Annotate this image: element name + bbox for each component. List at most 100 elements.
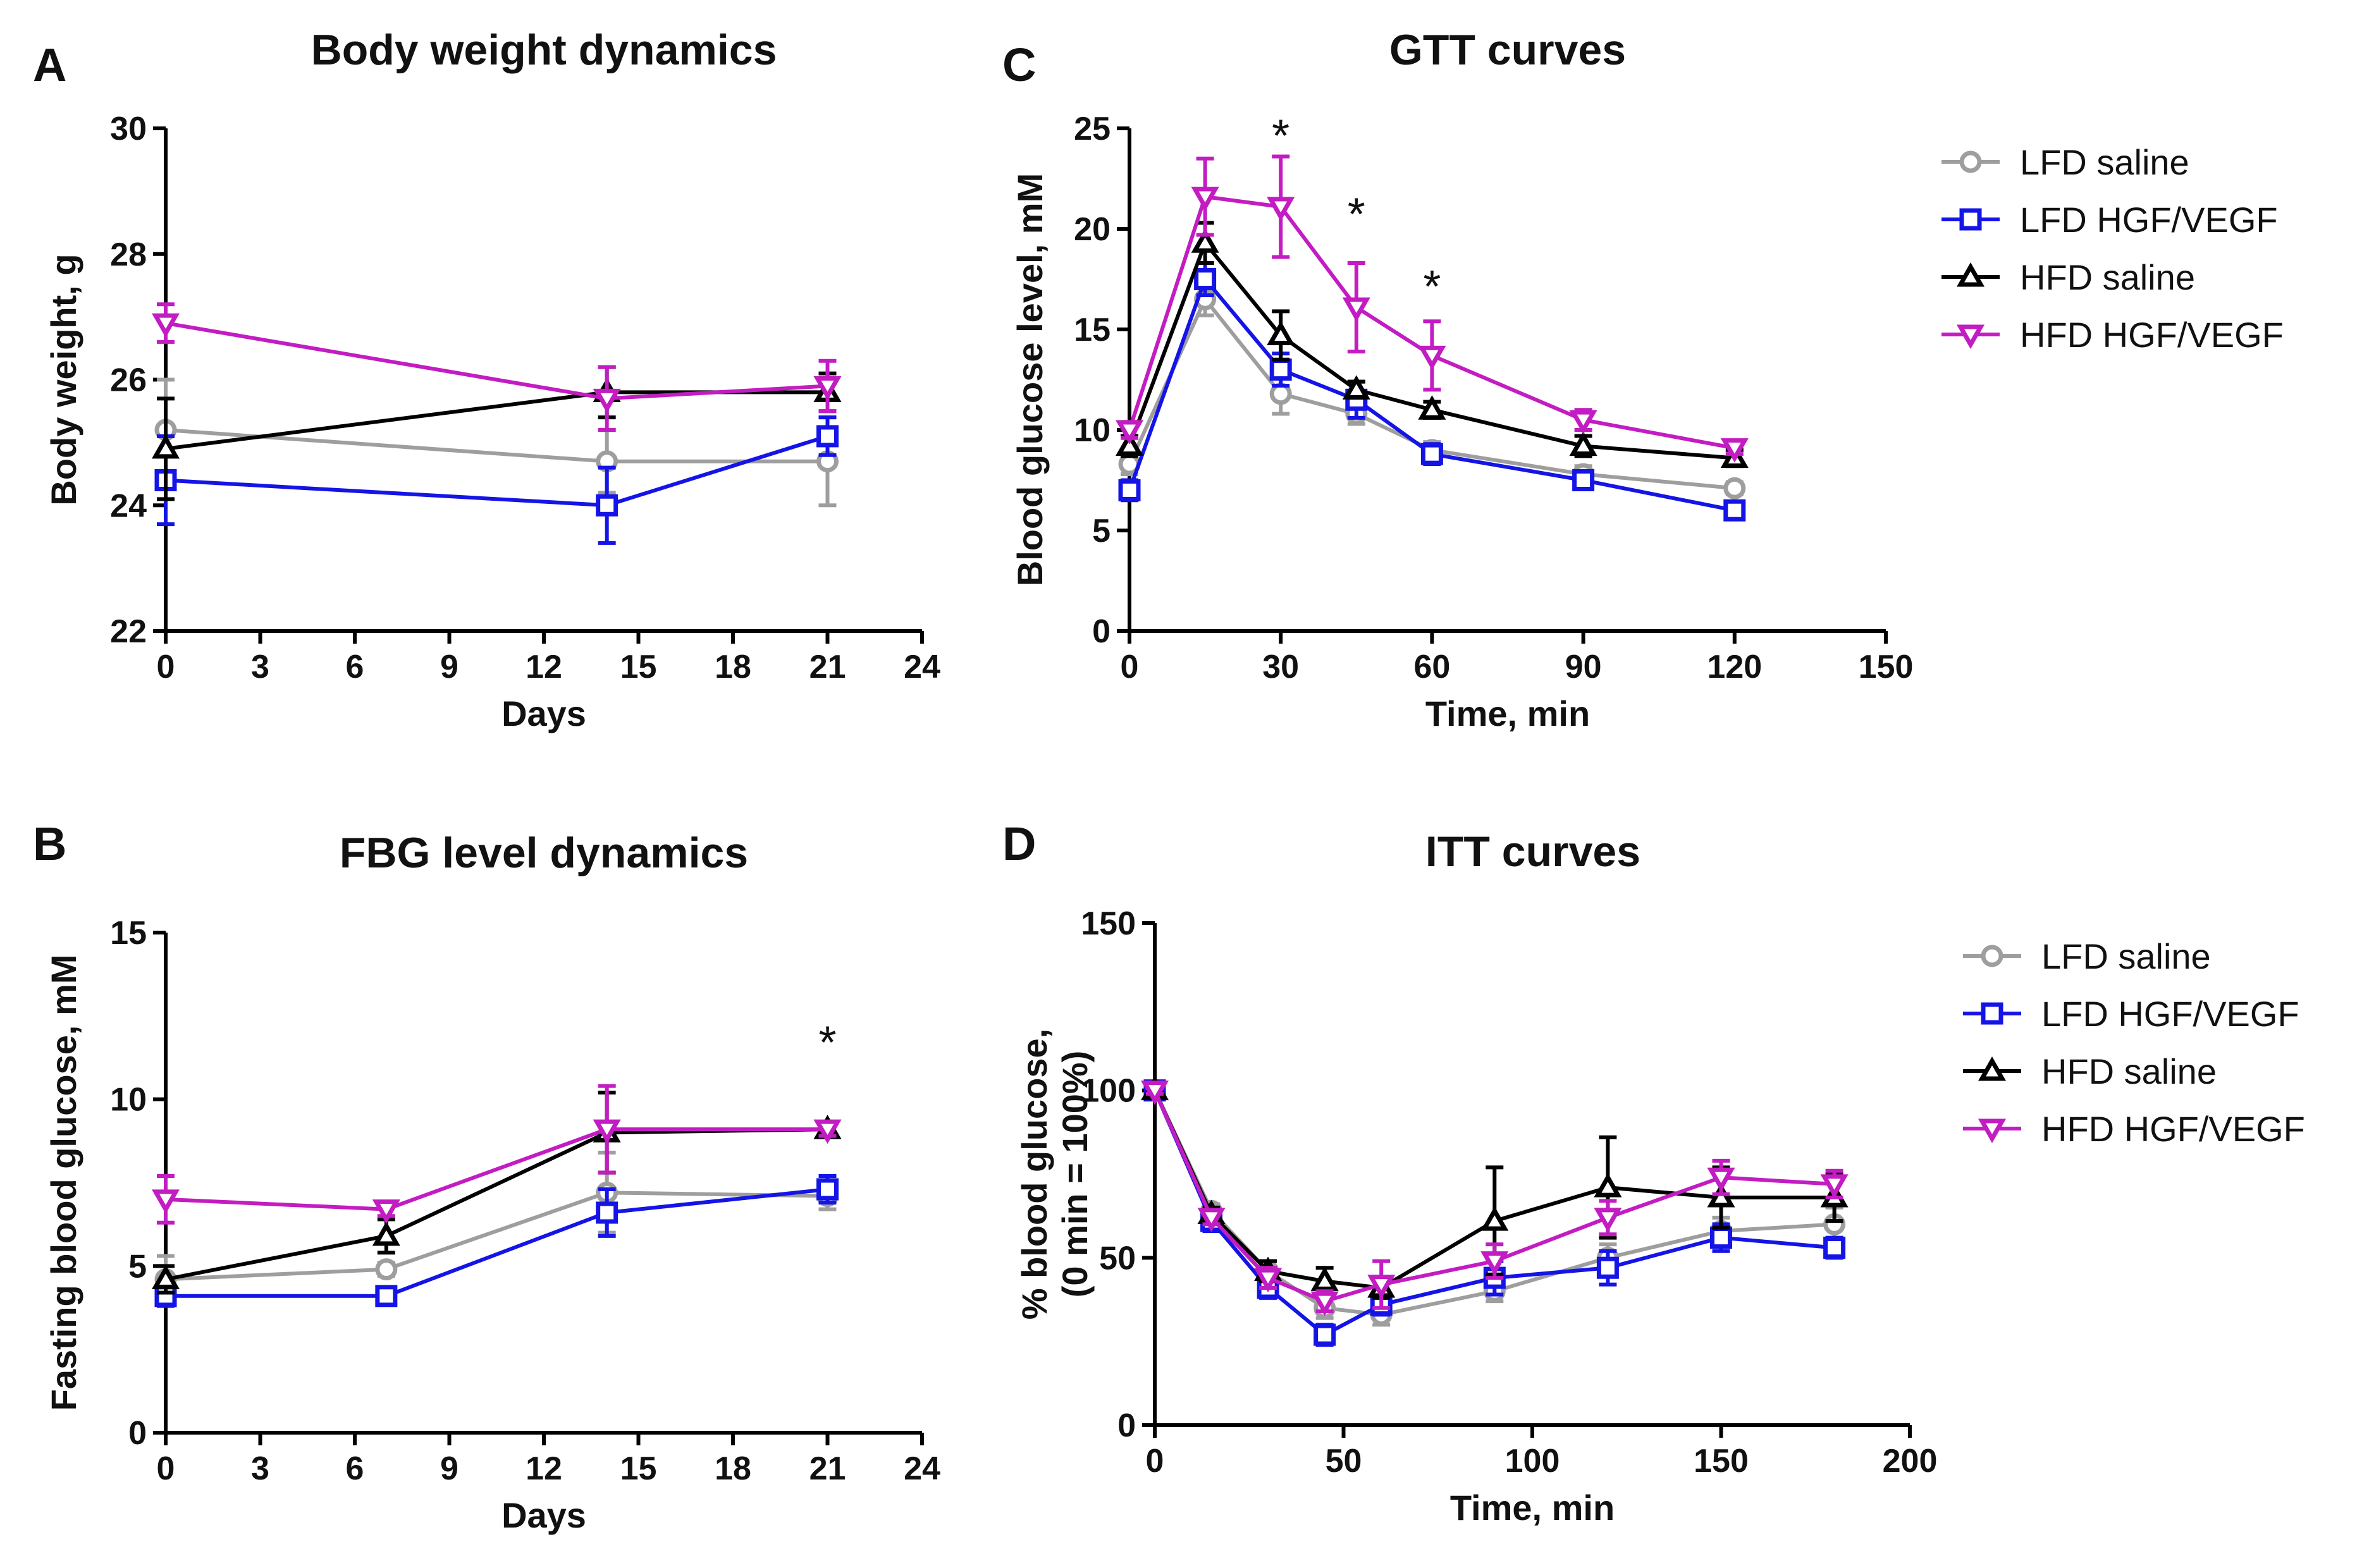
data-point <box>596 494 618 517</box>
axes: 0 3 6 9 12 15 18 21 24 0 5 10 15 Days Fasting blood gl… <box>44 915 940 1535</box>
series-lfd-hgf-vegf <box>1118 261 1746 522</box>
y-tick-label: 0 <box>1117 1407 1136 1444</box>
data-point <box>1723 499 1746 522</box>
data-point <box>1569 410 1597 435</box>
x-tick-label: 12 <box>526 649 562 685</box>
legend: LFD saline LFD HGF/VEGF HFD saline HFD HGF/… <box>1963 936 2305 1149</box>
data-point <box>1310 1266 1339 1291</box>
x-tick-label: 6 <box>346 1450 364 1487</box>
chart-title: ITT curves <box>1425 828 1640 876</box>
legend-label: HFD HGF/VEGF <box>2020 315 2284 355</box>
legend-label: HFD saline <box>2020 257 2195 297</box>
x-tick-label: 100 <box>1505 1443 1560 1479</box>
y-tick-label: 15 <box>110 915 147 952</box>
legend-item: LFD HGF/VEGF <box>1941 200 2278 240</box>
y-axis-label-line: % blood glucose, <box>1014 1029 1054 1320</box>
data-point <box>1367 1275 1396 1299</box>
data-point <box>1342 297 1370 322</box>
data-point <box>1191 187 1219 212</box>
data-point <box>1480 1206 1509 1231</box>
x-tick-label: 3 <box>251 649 269 685</box>
x-tick-label: 21 <box>809 649 846 685</box>
legend-item: LFD saline <box>1963 936 2211 976</box>
series-line <box>165 1127 828 1211</box>
legend-label: LFD HGF/VEGF <box>2020 200 2278 240</box>
panel-letter: D <box>1002 818 1036 870</box>
panel-letter: B <box>33 818 66 870</box>
legend-marker <box>1959 150 1982 173</box>
x-tick-label: 200 <box>1883 1443 1938 1479</box>
data-point <box>375 1258 398 1281</box>
x-tick-label: 0 <box>157 1450 175 1487</box>
legend-marker <box>1978 1056 2007 1081</box>
x-tick-label: 50 <box>1326 1443 1362 1479</box>
significance-marker: * <box>1348 189 1365 240</box>
x-axis-label: Days <box>501 1495 586 1535</box>
y-tick-label: 5 <box>1092 513 1111 549</box>
legend: LFD saline LFD HGF/VEGF HFD saline HFD HGF/… <box>1941 142 2284 355</box>
data-point <box>372 1199 400 1224</box>
data-point <box>1310 1291 1339 1316</box>
data-point <box>1267 197 1295 222</box>
x-tick-label: 12 <box>526 1450 562 1487</box>
x-tick-label: 24 <box>904 1450 940 1487</box>
legend-marker <box>1981 945 2003 967</box>
legend-label: HFD HGF/VEGF <box>2041 1109 2305 1149</box>
series-hfd-hgf-vegf <box>151 302 842 432</box>
legend-label: LFD HGF/VEGF <box>2041 994 2299 1034</box>
data-point <box>1140 1081 1169 1105</box>
x-tick-label: 3 <box>251 1450 269 1487</box>
data-point <box>1118 479 1141 501</box>
x-tick-label: 18 <box>715 649 751 685</box>
chart-title: Body weight dynamics <box>311 26 777 74</box>
legend-item: LFD saline <box>1941 142 2189 182</box>
series-hfd-hgf-vegf <box>1140 1081 1849 1316</box>
axes: 0 3 6 9 12 15 18 21 24 22 24 26 28 30 Days Body weight,… <box>44 111 940 733</box>
legend-label: LFD saline <box>2041 936 2211 976</box>
x-tick-label: 6 <box>346 649 364 685</box>
y-tick-label: 26 <box>110 362 147 399</box>
data-point <box>593 388 621 413</box>
significance-marker: * <box>1272 111 1289 161</box>
y-axis-label-line: (0 min = 100%) <box>1055 1051 1095 1298</box>
panel-a: A Body weight dynamics 0 3 6 9 12 15 18 21 24 22 24 2… <box>33 26 940 733</box>
data-point <box>1823 1236 1846 1259</box>
axes: 0 50 100 150 200 0 50 100 150 Time, min % blood gl… <box>1014 905 1937 1528</box>
axes: 0 30 60 90 120 150 0 5 10 15 20 25 Time, min Blood gl… <box>1010 111 1913 733</box>
x-tick-label: 0 <box>157 649 175 685</box>
data-point <box>1418 345 1446 371</box>
data-point <box>596 1201 618 1224</box>
chart-title: GTT curves <box>1389 26 1626 74</box>
y-tick-label: 28 <box>110 236 147 273</box>
legend-item: HFD HGF/VEGF <box>1963 1109 2305 1149</box>
y-tick-label: 25 <box>1074 111 1111 147</box>
data-point <box>813 1119 842 1144</box>
y-tick-label: 150 <box>1081 905 1136 942</box>
x-tick-label: 9 <box>440 1450 458 1487</box>
data-point <box>813 376 842 401</box>
data-point <box>151 1189 180 1214</box>
panels-layer: A Body weight dynamics 0 3 6 9 12 15 18 21 24 22 24 2… <box>33 26 2305 1535</box>
x-tick-label: 0 <box>1146 1443 1164 1479</box>
data-point <box>1820 1174 1849 1199</box>
panel-c: C GTT curves 0 30 60 90 120 150 0 5 10 15 20 25 Time, … <box>1002 26 2284 733</box>
y-tick-label: 22 <box>110 613 147 650</box>
x-tick-label: 150 <box>1694 1443 1749 1479</box>
data-point <box>1314 1323 1336 1346</box>
x-tick-label: 24 <box>904 649 940 685</box>
legend-item: HFD HGF/VEGF <box>1941 315 2284 355</box>
series-hfd-hgf-vegf <box>151 1084 842 1225</box>
x-axis-label: Time, min <box>1450 1488 1615 1528</box>
data-point <box>1269 358 1292 381</box>
legend-item: HFD saline <box>1941 257 2195 297</box>
data-point <box>1596 1256 1619 1279</box>
data-point <box>1480 1251 1509 1276</box>
data-point <box>1254 1268 1283 1293</box>
data-point <box>1420 443 1443 465</box>
data-point <box>1267 321 1295 346</box>
x-tick-label: 9 <box>440 649 458 685</box>
y-tick-label: 15 <box>1074 312 1111 348</box>
data-point <box>151 1265 180 1289</box>
panel-b: B FBG level dynamics 0 3 6 9 12 15 18 21 24 0 5 10 15 D… <box>33 818 940 1535</box>
